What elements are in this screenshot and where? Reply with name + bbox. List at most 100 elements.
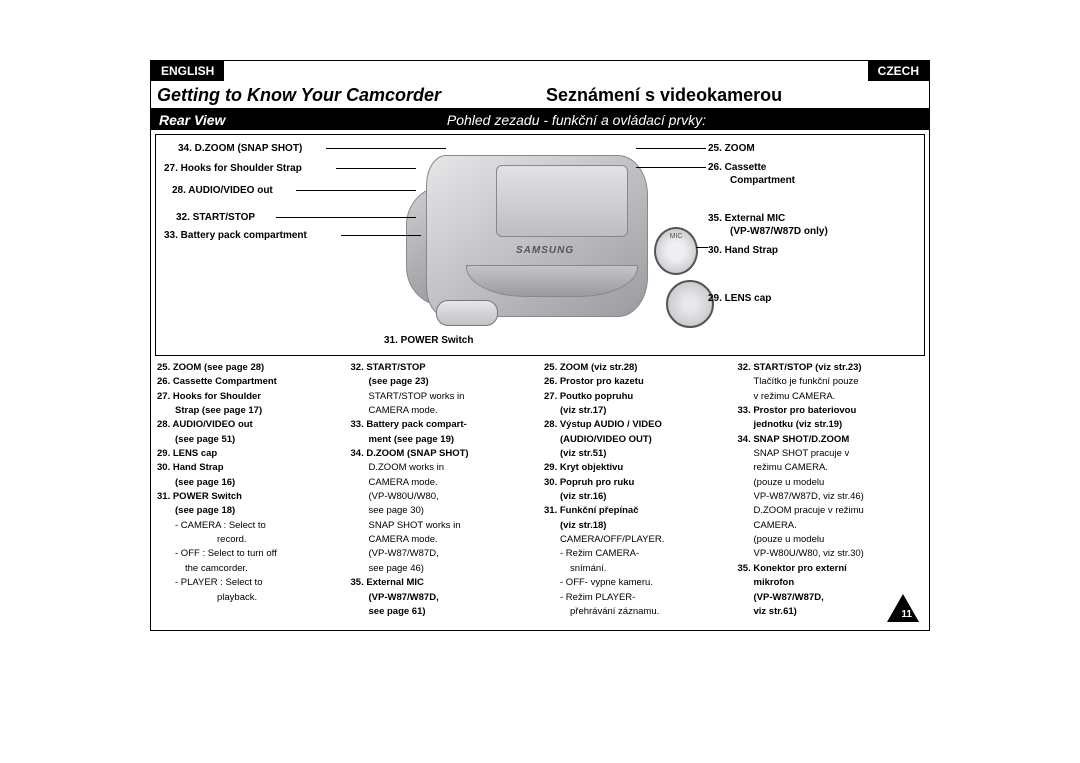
item-35b: (VP-W87/W87D,: [351, 592, 537, 604]
cz-31b: (viz str.18): [544, 520, 730, 532]
lens-cap-shape: [666, 280, 714, 328]
leader-line: [336, 168, 416, 169]
mic-icon: MIC: [654, 227, 698, 275]
item-32-t1: START/STOP works in: [351, 391, 537, 403]
rear-view-diagram: SAMSUNG MIC 34. D.ZOOM (SNAP SHOT) 27. H…: [155, 134, 925, 356]
item-34-t5: SNAP SHOT works in: [351, 520, 537, 532]
cz-34-t1: SNAP SHOT pracuje v: [738, 448, 924, 460]
item-31-t3b: playback.: [157, 592, 343, 604]
callout-28: 28. AUDIO/VIDEO out: [172, 185, 273, 198]
item-34-t7: (VP-W87/W87D,: [351, 548, 537, 560]
cz-35b: mikrofon: [738, 577, 924, 589]
item-31-t1b: record.: [157, 534, 343, 546]
column-2-en: 32. START/STOP (see page 23) START/STOP …: [351, 362, 537, 620]
item-28a: 28. AUDIO/VIDEO out: [157, 419, 343, 431]
title-row: Getting to Know Your Camcorder Seznámení…: [151, 81, 929, 110]
item-34-t3: (VP-W80U/W80,: [351, 491, 537, 503]
brand-label: SAMSUNG: [516, 245, 574, 256]
item-32a: 32. START/STOP: [351, 362, 537, 374]
cz-28b: (AUDIO/VIDEO OUT): [544, 434, 730, 446]
cz-30b: (viz str.16): [544, 491, 730, 503]
cz-34-t5: D.ZOOM pracuje v režimu: [738, 505, 924, 517]
item-27b: Strap (see page 17): [157, 405, 343, 417]
cassette-compartment-shape: [496, 165, 628, 237]
subtitle-row: Rear View Pohled zezadu - funkční a ovlá…: [151, 110, 929, 130]
cz-32-t1: Tlačítko je funkční pouze: [738, 376, 924, 388]
item-26: 26. Cassette Compartment: [157, 376, 343, 388]
lang-czech-tab: CZECH: [868, 61, 929, 81]
item-31a: 31. POWER Switch: [157, 491, 343, 503]
cz-34-t3: (pouze u modelu: [738, 477, 924, 489]
item-28b: (see page 51): [157, 434, 343, 446]
cz-30a: 30. Popruh pro ruku: [544, 477, 730, 489]
callout-35b: (VP-W87/W87D only): [730, 226, 828, 239]
item-29: 29. LENS cap: [157, 448, 343, 460]
item-31-t1: - CAMERA : Select to: [157, 520, 343, 532]
cz-34-t7: (pouze u modelu: [738, 534, 924, 546]
cz-28a: 28. Výstup AUDIO / VIDEO: [544, 419, 730, 431]
language-row: ENGLISH CZECH: [151, 61, 929, 81]
lang-english-tab: ENGLISH: [151, 61, 224, 81]
callout-29: 29. LENS cap: [708, 293, 771, 306]
cz-32: 32. START/STOP (viz str.23): [738, 362, 924, 374]
cz-31-t4: - Režim PLAYER-: [544, 592, 730, 604]
subtitle-english: Rear View: [151, 110, 439, 130]
item-34-t4: see page 30): [351, 505, 537, 517]
cz-28c: (viz str.51): [544, 448, 730, 460]
cz-33b: jednotku (viz str.19): [738, 419, 924, 431]
cz-34-t2: režimu CAMERA.: [738, 462, 924, 474]
leader-line: [636, 167, 706, 168]
item-30b: (see page 16): [157, 477, 343, 489]
callout-32: 32. START/STOP: [176, 212, 255, 225]
callout-31: 31. POWER Switch: [384, 335, 473, 348]
item-25: 25. ZOOM (see page 28): [157, 362, 343, 374]
leader-line: [636, 148, 706, 149]
item-32-t2: CAMERA mode.: [351, 405, 537, 417]
column-4-cz: 32. START/STOP (viz str.23) Tlačítko je …: [738, 362, 924, 620]
callout-33: 33. Battery pack compartment: [164, 230, 307, 243]
item-31-t3: - PLAYER : Select to: [157, 577, 343, 589]
cz-35a: 35. Konektor pro externí: [738, 563, 924, 575]
leader-line: [296, 190, 416, 191]
callout-34: 34. D.ZOOM (SNAP SHOT): [178, 143, 302, 156]
cz-34-t6: CAMERA.: [738, 520, 924, 532]
leader-line: [696, 247, 708, 248]
callout-26b: Compartment: [730, 175, 795, 188]
item-34-t2: CAMERA mode.: [351, 477, 537, 489]
callout-35a: 35. External MIC: [708, 213, 785, 226]
item-33b: ment (see page 19): [351, 434, 537, 446]
subtitle-czech: Pohled zezadu - funkční a ovládací prvky…: [439, 110, 929, 130]
callout-27: 27. Hooks for Shoulder Strap: [164, 163, 302, 176]
cz-31-t3: - OFF- vypne kameru.: [544, 577, 730, 589]
title-english: Getting to Know Your Camcorder: [151, 81, 540, 108]
column-1-en: 25. ZOOM (see page 28) 26. Cassette Comp…: [157, 362, 343, 620]
item-35a: 35. External MIC: [351, 577, 537, 589]
item-31b: (see page 18): [157, 505, 343, 517]
description-columns: 25. ZOOM (see page 28) 26. Cassette Comp…: [151, 356, 929, 630]
item-35c: see page 61): [351, 606, 537, 618]
cz-31-t2b: snímání.: [544, 563, 730, 575]
cz-31-t4b: přehrávání záznamu.: [544, 606, 730, 618]
item-27a: 27. Hooks for Shoulder: [157, 391, 343, 403]
item-34-t8: see page 46): [351, 563, 537, 575]
item-34: 34. D.ZOOM (SNAP SHOT): [351, 448, 537, 460]
item-31-t2b: the camcorder.: [157, 563, 343, 575]
mic-text: MIC: [670, 233, 683, 240]
power-switch-shape: [436, 300, 498, 326]
cz-31-t1: CAMERA/OFF/PLAYER.: [544, 534, 730, 546]
cz-33a: 33. Prostor pro bateriovou: [738, 405, 924, 417]
item-32b: (see page 23): [351, 376, 537, 388]
leader-line: [326, 148, 446, 149]
cz-29: 29. Kryt objektivu: [544, 462, 730, 474]
manual-page: ENGLISH CZECH Getting to Know Your Camco…: [150, 60, 930, 631]
cz-27b: (viz str.17): [544, 405, 730, 417]
callout-26a: 26. Cassette: [708, 162, 766, 175]
cz-25: 25. ZOOM (viz str.28): [544, 362, 730, 374]
callout-25: 25. ZOOM: [708, 143, 755, 156]
item-34-t6: CAMERA mode.: [351, 534, 537, 546]
cz-26: 26. Prostor pro kazetu: [544, 376, 730, 388]
page-number: 11: [901, 609, 912, 620]
cz-31-t2: - Režim CAMERA-: [544, 548, 730, 560]
callout-30: 30. Hand Strap: [708, 245, 778, 258]
item-30a: 30. Hand Strap: [157, 462, 343, 474]
